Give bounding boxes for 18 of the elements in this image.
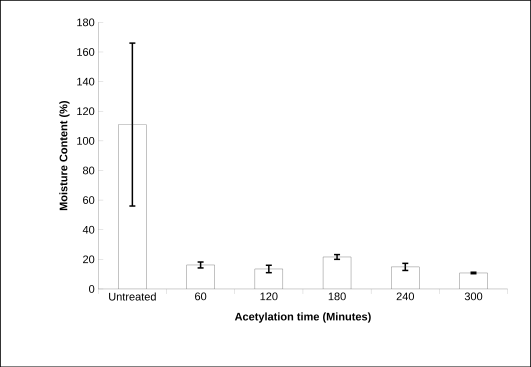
x-tick-label: 240	[396, 292, 414, 300]
x-tick-label: 120	[260, 292, 278, 300]
y-tick-label: 0	[89, 284, 94, 293]
y-tick-label: 80	[82, 166, 94, 174]
x-tick-label: 300	[464, 292, 482, 300]
x-tick-label: 180	[328, 292, 346, 300]
x-tick-label: Untreated	[109, 292, 156, 300]
x-axis-title: Acetylation time (Minutes)	[234, 312, 371, 323]
y-tick-label: 140	[77, 78, 94, 86]
y-tick-label: 20	[83, 255, 94, 264]
y-axis-title: Moisture Content (%)	[59, 100, 70, 210]
y-tick-label: 160	[77, 48, 94, 56]
y-tick-label: 40	[82, 226, 94, 234]
x-tick-label: 60	[195, 292, 206, 300]
y-tick-label: 60	[83, 196, 94, 204]
y-tick-label: 100	[77, 136, 94, 145]
y-tick-label: 120	[77, 107, 94, 115]
y-tick-label: 180	[77, 18, 94, 26]
